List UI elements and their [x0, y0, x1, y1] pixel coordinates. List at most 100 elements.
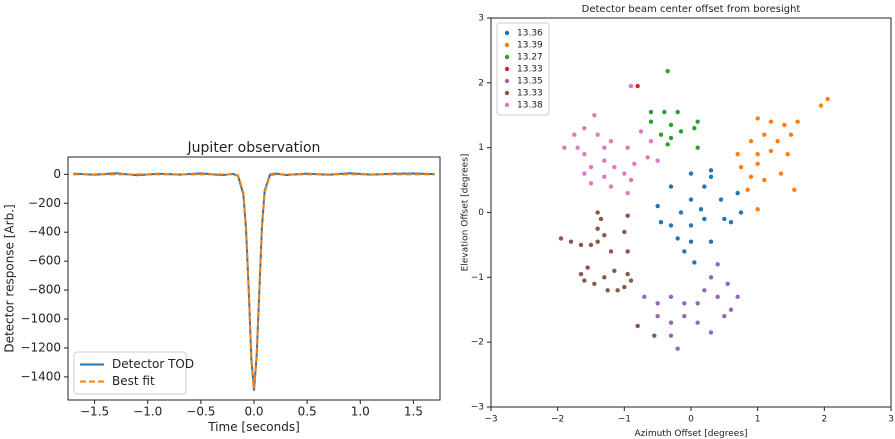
point — [722, 216, 727, 222]
y-tick-label: −1000 — [20, 312, 61, 326]
axes-frame — [67, 156, 441, 401]
y-axis-label: Elevation Offset [degrees] — [461, 154, 471, 272]
point — [668, 184, 674, 189]
point — [708, 275, 714, 280]
legend-box — [496, 22, 550, 116]
legend-label: 13.36 — [517, 29, 543, 39]
point — [738, 210, 744, 215]
point — [668, 223, 674, 228]
x-tick-label: −0.5 — [186, 405, 215, 419]
x-tick-label: 0.5 — [298, 405, 317, 419]
point — [708, 330, 714, 335]
point — [692, 260, 697, 265]
point — [682, 301, 687, 306]
point — [728, 220, 734, 225]
point — [638, 129, 644, 134]
x-axis-label: Time [seconds] — [207, 420, 300, 434]
point — [728, 307, 734, 312]
point — [755, 207, 760, 212]
point — [588, 164, 594, 170]
y-tick-label: 2 — [478, 78, 484, 88]
point — [655, 314, 660, 319]
legend-swatch — [504, 54, 510, 60]
legend-swatch — [504, 30, 510, 36]
x-tick-label: 1.5 — [404, 405, 423, 419]
point — [722, 314, 727, 319]
point — [668, 294, 674, 299]
point — [622, 171, 627, 176]
point — [735, 294, 740, 299]
y-tick-label: −1400 — [20, 369, 61, 383]
point — [688, 223, 694, 228]
legend-box — [73, 351, 187, 395]
x-tick-label: 0.0 — [244, 405, 263, 419]
point — [602, 158, 607, 163]
y-tick-label: −400 — [28, 225, 61, 239]
point — [782, 122, 787, 128]
legend-swatch — [504, 42, 510, 48]
point — [665, 68, 670, 74]
point — [692, 126, 697, 131]
y-tick-label: 3 — [478, 14, 484, 24]
point — [578, 242, 584, 248]
point — [558, 236, 564, 241]
point — [612, 268, 617, 274]
point — [682, 314, 687, 319]
y-tick-label: 0 — [53, 167, 61, 181]
y-axis-label: Detector response [Arb.] — [3, 204, 17, 352]
point — [702, 184, 707, 189]
point — [572, 132, 577, 137]
point — [628, 83, 634, 89]
point — [625, 271, 630, 277]
point — [598, 216, 604, 222]
point — [695, 119, 700, 124]
point — [698, 207, 704, 212]
point — [592, 281, 597, 287]
point — [785, 151, 790, 157]
legend-label: 13.35 — [517, 77, 543, 87]
legend-label: 13.39 — [517, 41, 543, 51]
point — [605, 288, 610, 293]
point — [695, 145, 700, 150]
y-tick-label: −2 — [471, 338, 484, 348]
plot-area — [73, 172, 435, 391]
legend-swatch — [504, 90, 510, 96]
y-tick-label: 1 — [478, 143, 484, 153]
point — [582, 126, 587, 131]
point — [568, 239, 574, 244]
point — [675, 346, 680, 351]
point — [768, 148, 774, 154]
point — [708, 239, 714, 244]
point — [608, 138, 614, 144]
legend-label: 13.38 — [517, 101, 543, 111]
chart-title: Detector beam center offset from boresig… — [582, 4, 801, 15]
point — [578, 271, 584, 277]
point — [695, 301, 700, 306]
point — [648, 109, 654, 115]
point — [775, 138, 780, 144]
point — [648, 119, 654, 124]
legend-swatch — [504, 102, 510, 108]
y-tick-label: −200 — [28, 196, 61, 210]
point — [792, 187, 797, 193]
point — [625, 249, 630, 254]
point — [675, 236, 680, 241]
point — [635, 323, 640, 329]
x-tick-label: 2 — [821, 415, 827, 425]
point — [645, 155, 650, 160]
point — [818, 103, 824, 108]
y-tick-label: −800 — [28, 283, 61, 297]
point — [708, 174, 714, 180]
point — [622, 229, 627, 235]
point — [735, 190, 740, 196]
point — [745, 187, 750, 193]
point — [668, 320, 674, 325]
point — [735, 151, 740, 157]
legend-label: 13.33 — [517, 89, 543, 99]
point — [768, 119, 774, 124]
x-tick-label: 1.0 — [351, 405, 370, 419]
point — [655, 203, 660, 209]
point — [595, 132, 600, 137]
legend-label: Detector TOD — [112, 357, 194, 371]
